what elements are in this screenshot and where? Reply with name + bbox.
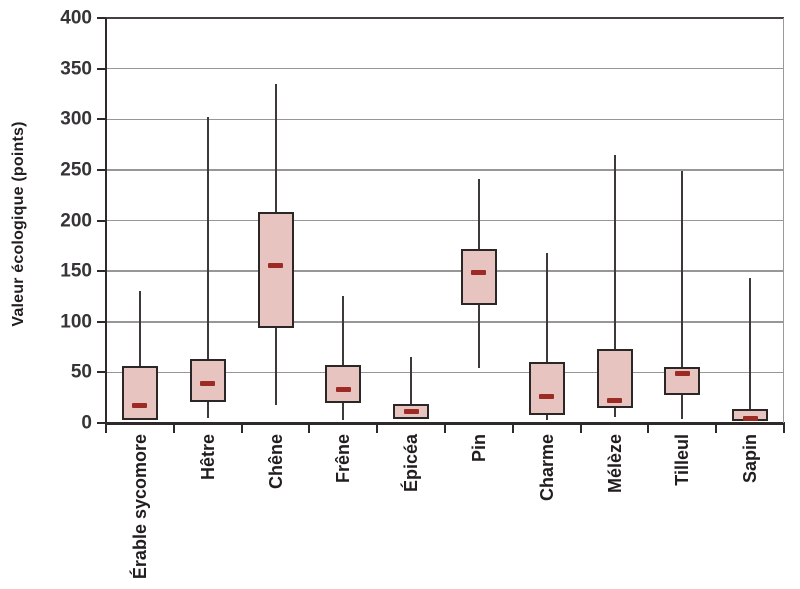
x-tick bbox=[579, 424, 582, 433]
x-category-label: Hêtre bbox=[197, 434, 218, 481]
box bbox=[121, 366, 158, 420]
gridline bbox=[106, 169, 784, 171]
y-tick-label: 150 bbox=[60, 260, 92, 282]
whisker bbox=[410, 357, 413, 419]
whisker bbox=[613, 154, 616, 417]
x-category-label: Mélèze bbox=[604, 434, 625, 494]
box bbox=[189, 359, 226, 402]
gridline bbox=[106, 270, 784, 272]
y-tick bbox=[97, 422, 106, 424]
y-tick bbox=[97, 320, 106, 323]
whisker bbox=[342, 296, 345, 420]
y-axis-line bbox=[105, 18, 107, 424]
median-dash bbox=[403, 409, 419, 415]
y-tick-label: 50 bbox=[70, 361, 92, 383]
x-category-label: Chêne bbox=[265, 434, 286, 490]
box bbox=[528, 362, 565, 415]
x-tick bbox=[240, 424, 243, 433]
y-tick bbox=[97, 118, 106, 121]
x-tick bbox=[376, 424, 379, 433]
y-tick-label: 100 bbox=[60, 311, 92, 333]
y-tick-label: 400 bbox=[60, 7, 92, 29]
x-category-label: Frêne bbox=[333, 434, 354, 484]
x-category-label: Érable sycomore bbox=[129, 434, 150, 580]
gridline bbox=[106, 321, 784, 323]
x-category-label: Tilleul bbox=[672, 434, 693, 486]
y-tick-label: 250 bbox=[60, 159, 92, 181]
box bbox=[325, 365, 362, 403]
x-axis-line bbox=[105, 422, 785, 425]
y-tick bbox=[97, 168, 106, 171]
y-tick-label: 200 bbox=[60, 210, 92, 231]
median-dash bbox=[539, 394, 555, 400]
median-dash bbox=[607, 398, 622, 404]
whisker bbox=[206, 117, 209, 418]
y-tick bbox=[97, 17, 106, 19]
y-tick bbox=[97, 270, 106, 273]
y-tick bbox=[97, 67, 106, 70]
y-tick-label: 0 bbox=[81, 412, 92, 434]
x-tick bbox=[647, 424, 650, 433]
y-tick bbox=[97, 219, 106, 222]
whisker bbox=[545, 252, 548, 420]
whisker bbox=[749, 278, 752, 421]
x-tick bbox=[783, 424, 785, 433]
whisker bbox=[138, 291, 141, 420]
box bbox=[460, 248, 497, 306]
median-dash bbox=[200, 381, 216, 386]
median-dash bbox=[268, 262, 283, 268]
median-dash bbox=[471, 269, 487, 275]
median-dash bbox=[335, 387, 351, 393]
x-tick bbox=[172, 424, 175, 433]
plot-top-border bbox=[106, 17, 784, 19]
box bbox=[257, 212, 294, 328]
gridline bbox=[106, 371, 784, 374]
x-tick bbox=[715, 424, 718, 433]
y-tick-label: 300 bbox=[60, 108, 92, 130]
x-tick bbox=[105, 424, 107, 433]
plot-right-border bbox=[783, 18, 784, 423]
median-dash bbox=[674, 370, 690, 376]
median-dash bbox=[742, 416, 758, 422]
whisker bbox=[681, 170, 684, 419]
median-dash bbox=[132, 403, 148, 409]
box bbox=[596, 349, 633, 408]
y-tick-label: 350 bbox=[60, 58, 92, 80]
x-category-label: Pin bbox=[468, 434, 489, 463]
y-tick bbox=[97, 371, 106, 374]
x-tick bbox=[308, 424, 311, 433]
gridline bbox=[106, 67, 784, 70]
x-category-label: Sapin bbox=[740, 434, 761, 484]
gridline bbox=[106, 118, 784, 120]
x-tick bbox=[444, 424, 446, 433]
gridline bbox=[106, 219, 784, 222]
x-tick bbox=[511, 424, 514, 433]
x-category-label: Épicéa bbox=[401, 434, 422, 493]
x-category-label: Charme bbox=[536, 434, 557, 502]
